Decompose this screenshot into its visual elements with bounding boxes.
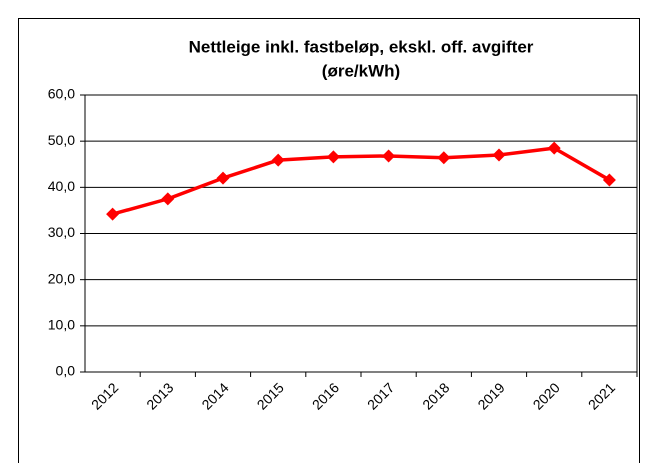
marker	[602, 173, 616, 187]
y-tick-label: 10,0	[48, 317, 75, 333]
chart-title: Nettleige inkl. fastbeløp, ekskl. off. a…	[189, 37, 534, 56]
y-tick-label: 40,0	[48, 178, 75, 194]
y-tick-label: 60,0	[48, 86, 75, 102]
marker	[326, 150, 340, 164]
marker	[492, 148, 506, 162]
marker	[271, 153, 285, 167]
marker	[161, 192, 175, 206]
marker	[547, 141, 561, 155]
marker	[382, 149, 396, 163]
chart-frame	[18, 18, 640, 463]
y-tick-label: 20,0	[48, 270, 75, 286]
y-tick-label: 30,0	[48, 224, 75, 240]
line	[112, 146, 611, 216]
y-tick-label: 0,0	[56, 363, 76, 379]
y-tick-label: 50,0	[48, 132, 75, 148]
marker	[216, 171, 230, 185]
marker	[106, 207, 120, 221]
marker	[437, 151, 451, 165]
chart-title: (øre/kWh)	[322, 61, 400, 80]
